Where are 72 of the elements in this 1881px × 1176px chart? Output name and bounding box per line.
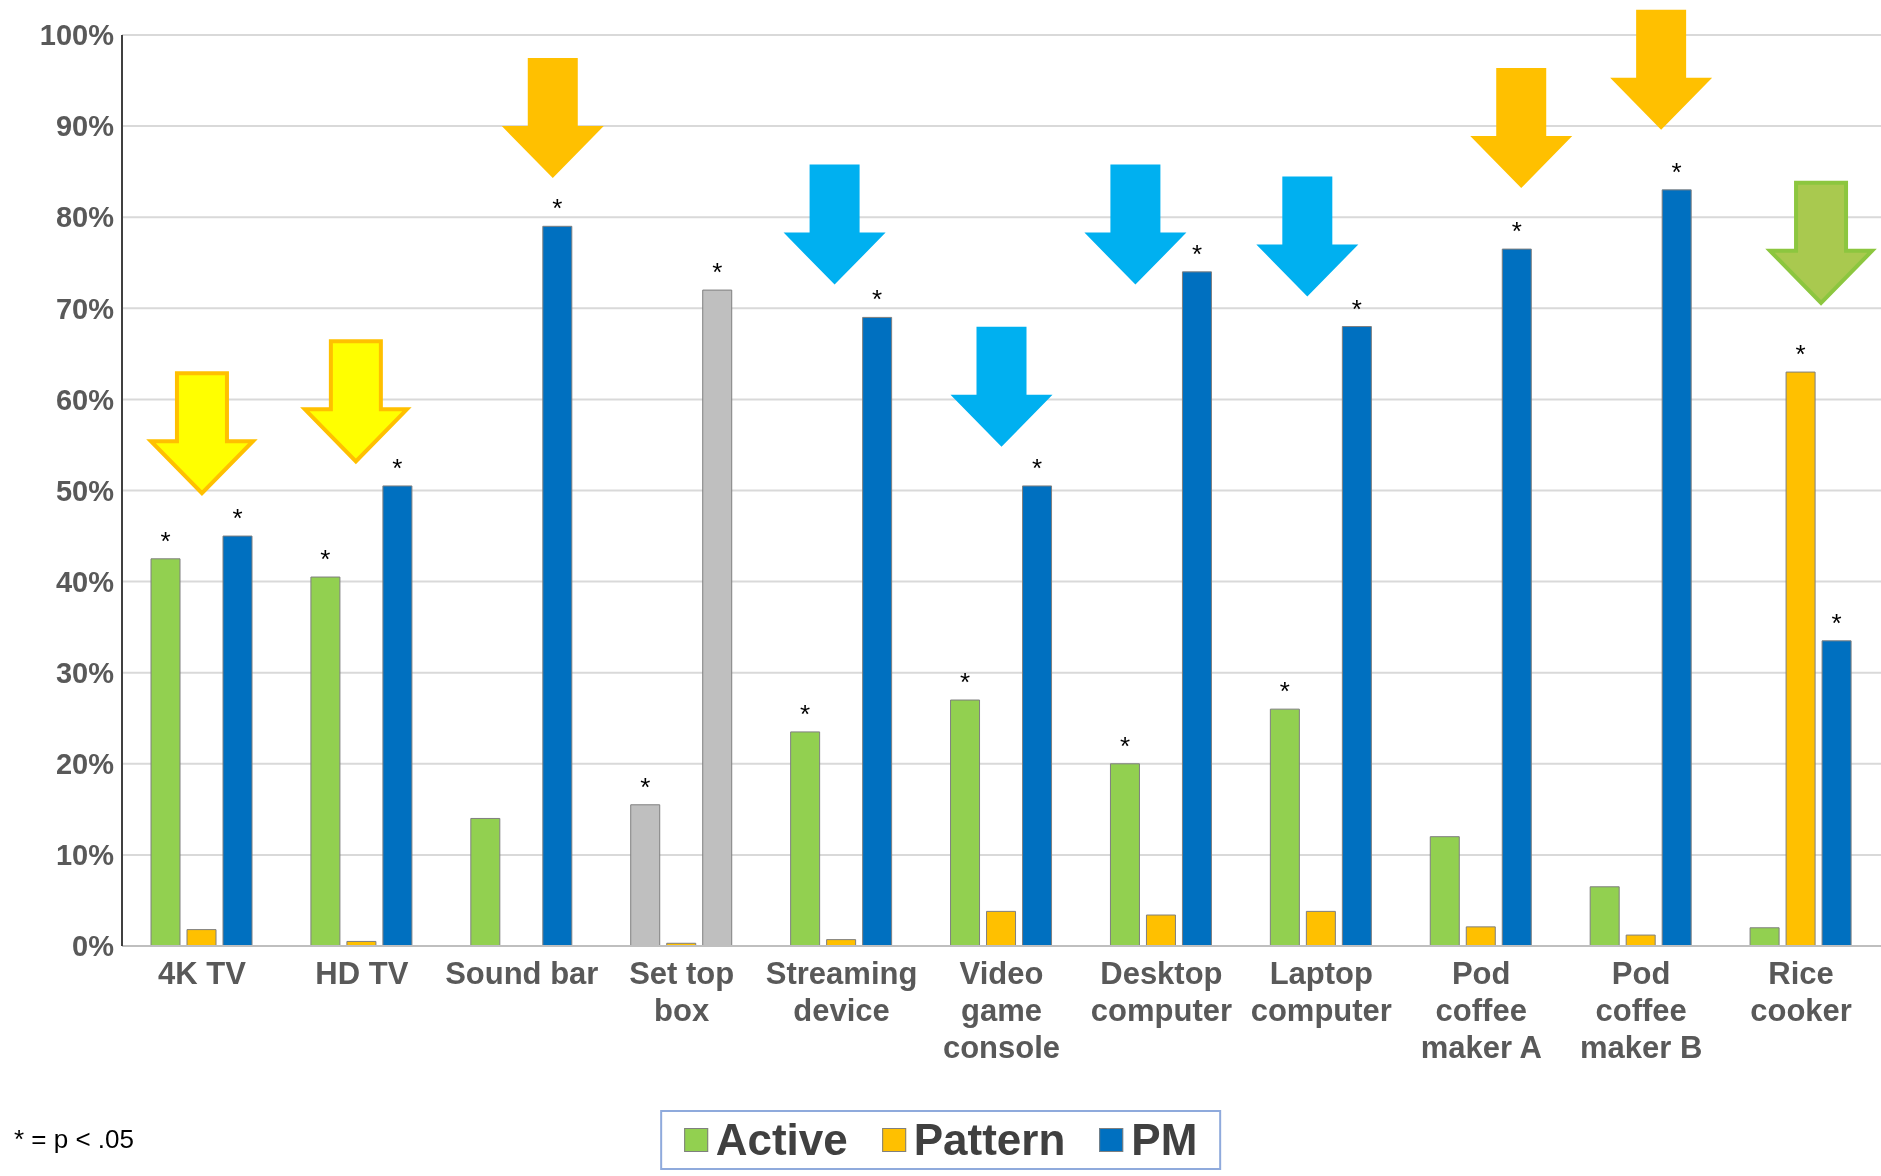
- y-tick-label: 100%: [39, 19, 115, 52]
- data-label: *: [640, 771, 651, 802]
- bar: [790, 731, 821, 946]
- bar: [986, 910, 1017, 946]
- bar: [1269, 708, 1300, 946]
- text: * = p < .05: [14, 1124, 134, 1155]
- bar: [1821, 640, 1852, 946]
- bar: [150, 558, 181, 946]
- bar: [1465, 926, 1496, 946]
- y-tick-label: 90%: [55, 110, 115, 143]
- data-label: *: [1191, 238, 1203, 269]
- bar: [310, 576, 341, 946]
- x-tick-label: Laptop computer: [1250, 956, 1392, 1028]
- data-label: *: [959, 667, 971, 698]
- y-tick-label: 60%: [55, 383, 115, 416]
- y-tick-label: 10%: [55, 839, 115, 872]
- data-label: *: [1795, 339, 1806, 370]
- data-label: *: [872, 284, 883, 315]
- bar: [1429, 836, 1460, 946]
- bar: [1625, 934, 1656, 946]
- data-label: *: [320, 544, 331, 575]
- legend-label: Pattern: [913, 1115, 1066, 1165]
- bar: [1661, 189, 1692, 946]
- data-label: *: [1119, 730, 1131, 761]
- data-label: *: [1031, 452, 1043, 483]
- legend-label: PM: [1131, 1115, 1198, 1165]
- bar: [1501, 248, 1532, 946]
- x-tick-label: Desktop computer: [1090, 956, 1233, 1028]
- data-label: *: [1351, 293, 1362, 324]
- data-label: *: [552, 193, 563, 224]
- x-tick-label: Rice cooker: [1750, 956, 1852, 1028]
- bar: [1341, 326, 1372, 946]
- data-label: *: [1511, 216, 1522, 247]
- bar: [1749, 927, 1780, 946]
- bar: [186, 929, 217, 946]
- y-tick-label: 0%: [72, 930, 115, 963]
- data-label: *: [160, 525, 171, 556]
- bar: [382, 485, 413, 946]
- bar: [1022, 485, 1053, 946]
- x-tick-label: Set top box: [629, 956, 735, 1028]
- x-tick-label: Streaming device: [765, 956, 918, 1028]
- x-tick-label: Pod coffee maker A: [1420, 956, 1542, 1065]
- bar: [542, 225, 573, 946]
- bar: [222, 535, 253, 946]
- bar: [862, 316, 893, 946]
- x-tick-label: HD TV: [315, 956, 409, 991]
- bar: [1145, 914, 1176, 946]
- bar: [1109, 763, 1140, 946]
- data-label: *: [800, 698, 811, 729]
- data-label: *: [392, 452, 403, 483]
- y-tick-label: 50%: [55, 474, 115, 507]
- y-tick-label: 40%: [55, 565, 115, 598]
- data-label: *: [712, 257, 723, 288]
- data-label: *: [232, 503, 243, 534]
- bar: [1589, 886, 1620, 946]
- y-tick-label: 30%: [55, 656, 115, 689]
- data-label: *: [1671, 156, 1682, 187]
- bar: [950, 699, 981, 946]
- data-label: *: [1279, 676, 1290, 707]
- x-tick-label: Pod coffee maker B: [1579, 956, 1703, 1065]
- bar: [1181, 271, 1212, 946]
- y-tick-label: 70%: [55, 292, 115, 325]
- bar: [1305, 910, 1336, 946]
- data-label: *: [1831, 607, 1842, 638]
- x-tick-label: Sound bar: [445, 956, 599, 991]
- y-tick-label: 80%: [55, 201, 115, 234]
- x-tick-label: 4K TV: [158, 956, 247, 991]
- legend-label: Active: [715, 1115, 848, 1165]
- y-tick-label: 20%: [55, 748, 115, 781]
- bar: [470, 817, 501, 946]
- bar: [1785, 371, 1816, 946]
- x-tick-label: Video game console: [942, 956, 1061, 1065]
